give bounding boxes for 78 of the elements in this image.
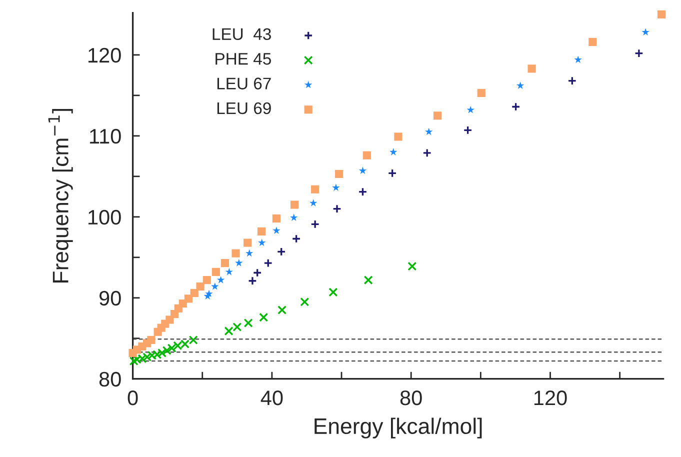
point xyxy=(422,148,432,158)
point xyxy=(248,276,257,286)
point xyxy=(466,106,474,114)
point xyxy=(225,268,234,276)
point xyxy=(463,126,472,135)
point xyxy=(310,220,320,229)
point xyxy=(205,290,213,298)
point xyxy=(658,10,666,18)
x-tick-label: 40 xyxy=(260,390,283,406)
point xyxy=(358,187,368,196)
point xyxy=(516,82,524,89)
point xyxy=(568,76,577,86)
point xyxy=(642,28,650,36)
point xyxy=(358,166,367,174)
point xyxy=(394,132,402,141)
point xyxy=(196,282,204,291)
legend-label: LEU 43 xyxy=(212,28,271,40)
point xyxy=(252,268,262,278)
legend-label: LEU 67 xyxy=(217,78,271,90)
x-tick-label: 80 xyxy=(400,390,422,406)
point xyxy=(574,56,582,64)
point xyxy=(257,227,266,236)
y-axis-title: Frequency [cm$^{−1}$] xyxy=(48,108,73,282)
point xyxy=(244,238,252,247)
point xyxy=(390,148,398,156)
x-tick-label: 0 xyxy=(128,390,138,406)
y-tick-label: 110 xyxy=(90,128,121,144)
point xyxy=(211,282,219,290)
y-tick-label: 80 xyxy=(99,372,121,387)
point xyxy=(232,322,242,332)
point xyxy=(202,276,211,284)
point xyxy=(278,306,287,315)
point xyxy=(190,288,198,298)
legend-label: LEU 69 xyxy=(217,102,271,114)
point xyxy=(311,185,320,194)
point xyxy=(259,312,268,322)
y-tick-label: 100 xyxy=(88,210,121,225)
point xyxy=(290,200,299,209)
point xyxy=(309,199,318,206)
point xyxy=(528,64,536,73)
point xyxy=(364,276,373,285)
point xyxy=(276,247,286,256)
point xyxy=(224,326,234,336)
point xyxy=(272,226,280,234)
point xyxy=(362,151,371,160)
x-tick-label: 120 xyxy=(534,390,567,406)
point xyxy=(588,38,597,46)
point xyxy=(408,262,417,271)
point xyxy=(245,249,254,257)
point xyxy=(216,276,225,284)
x-axis-title: Energy [kcal/mol] xyxy=(314,418,482,438)
point xyxy=(433,112,442,120)
point xyxy=(264,258,273,268)
point xyxy=(292,234,301,244)
y-tick-label: 90 xyxy=(99,290,121,306)
point xyxy=(147,336,156,344)
point xyxy=(300,297,310,306)
point xyxy=(212,268,220,276)
point xyxy=(235,258,243,266)
point xyxy=(634,48,644,58)
point xyxy=(477,88,486,98)
point xyxy=(332,204,342,214)
point xyxy=(335,170,344,178)
point xyxy=(244,318,253,328)
point xyxy=(188,335,198,344)
point xyxy=(258,238,266,246)
point xyxy=(424,128,433,136)
point xyxy=(388,168,397,178)
point xyxy=(332,184,340,191)
y-tick-label: 120 xyxy=(88,48,121,63)
point xyxy=(328,288,338,297)
point xyxy=(272,214,281,223)
point xyxy=(232,249,240,258)
point xyxy=(290,214,298,221)
legend-label: PHE 45 xyxy=(216,53,271,65)
point xyxy=(184,294,193,303)
point xyxy=(220,258,230,268)
point xyxy=(511,102,520,112)
